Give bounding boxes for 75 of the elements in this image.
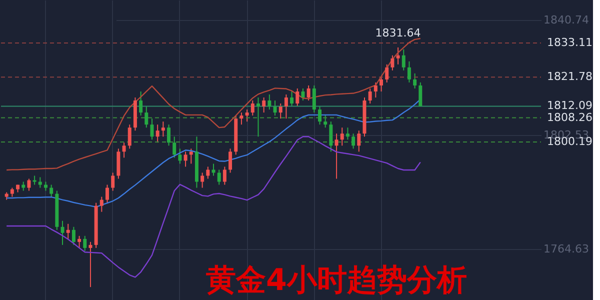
ref-line-label: 1808.26 <box>547 110 592 124</box>
candlestick <box>139 90 143 116</box>
y-tick-label: 1840.74 <box>544 14 589 27</box>
candlestick <box>306 84 310 101</box>
candlestick <box>368 88 372 104</box>
candlestick <box>184 151 188 168</box>
line-series <box>6 38 422 171</box>
candlestick <box>172 136 176 158</box>
candlestick <box>27 178 31 192</box>
candlestick <box>273 100 277 116</box>
candlestick <box>222 166 226 186</box>
ref-line-label: 1812.09 <box>547 99 592 112</box>
candlestick <box>122 142 126 158</box>
candlestick <box>340 127 344 146</box>
candlestick <box>217 169 221 186</box>
candlestick <box>385 64 389 83</box>
ref-line-label: 1833.11 <box>547 36 592 49</box>
candlestick <box>200 172 204 188</box>
candlestick <box>256 96 260 138</box>
candlestick <box>50 184 54 198</box>
candlestick <box>250 100 254 116</box>
candlestick <box>144 106 148 128</box>
candlestick <box>290 90 294 108</box>
candlestick <box>38 176 42 188</box>
candlestick <box>418 82 422 108</box>
candlestick <box>374 82 378 98</box>
candlestick <box>296 88 300 108</box>
candlestick <box>390 54 394 71</box>
candlestick <box>346 127 350 140</box>
candlestick <box>106 184 109 204</box>
candlestick <box>78 235 82 248</box>
candlestick <box>156 124 160 144</box>
candlestick <box>161 121 165 138</box>
candlestick <box>44 181 48 192</box>
candlestick <box>212 163 216 176</box>
candlestick <box>329 121 333 152</box>
candlestick <box>278 103 282 120</box>
candlestick <box>407 60 411 83</box>
candlestick <box>380 76 384 92</box>
candlestick <box>402 48 406 71</box>
candlestick <box>312 84 316 114</box>
candlestick <box>240 112 244 126</box>
candlestick <box>301 88 305 101</box>
candlestick <box>318 106 322 126</box>
candlestick <box>150 118 154 140</box>
candlestick <box>284 94 288 120</box>
candlestick <box>396 46 400 65</box>
candlestick <box>352 133 356 150</box>
candlestick <box>22 181 26 192</box>
candlestick <box>262 96 266 114</box>
candlestick <box>60 220 64 246</box>
candlestick <box>357 130 361 152</box>
candlestick <box>83 235 87 252</box>
ref-line-label: 1821.78 <box>547 70 592 84</box>
candlestick <box>228 148 232 174</box>
candlestick <box>111 172 115 192</box>
candlestick <box>128 124 132 150</box>
candlestick <box>268 94 272 110</box>
candlestick <box>189 148 193 164</box>
candlestick <box>245 109 249 122</box>
candlestick <box>10 187 14 198</box>
annotation: 1831.64 <box>375 26 421 40</box>
candlestick <box>66 223 70 240</box>
text: 黄金4小时趋势分析 <box>206 263 467 298</box>
candlestick <box>334 133 338 180</box>
y-tick-label: 1764.63 <box>544 242 589 256</box>
candlestick <box>206 166 210 180</box>
candlestick <box>178 148 182 164</box>
candlestick <box>88 241 92 288</box>
candlestick <box>413 72 417 89</box>
candlestick <box>167 124 171 146</box>
candlestick <box>32 175 36 186</box>
candlestick <box>324 115 328 128</box>
candlestick <box>72 226 76 246</box>
candlestick <box>100 196 104 212</box>
